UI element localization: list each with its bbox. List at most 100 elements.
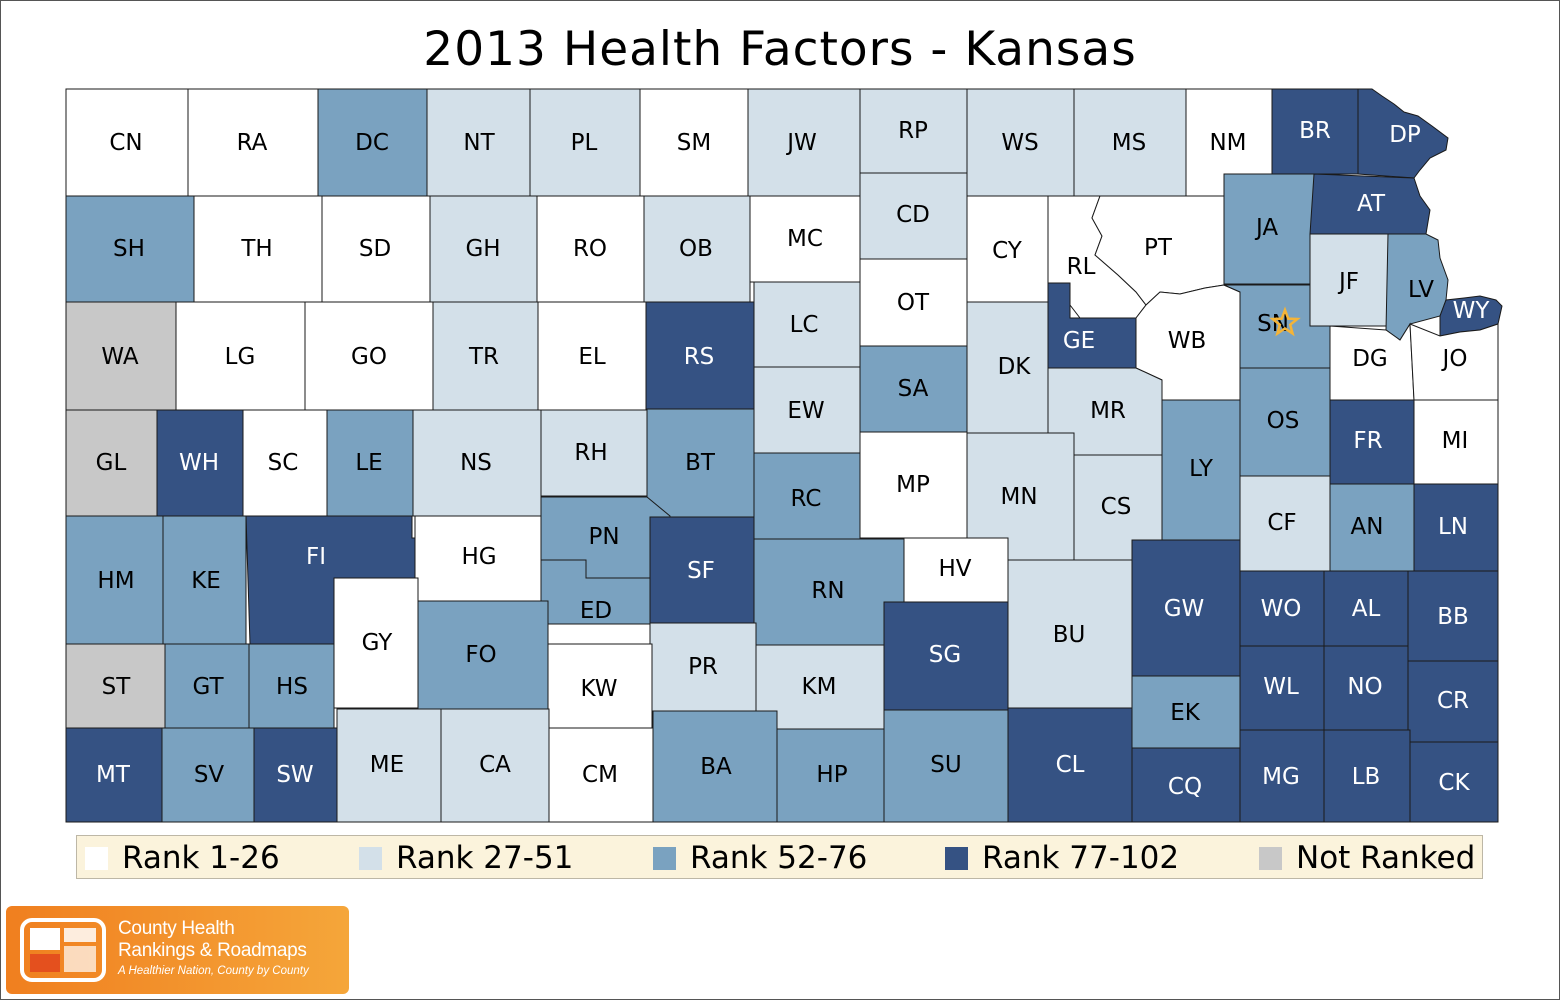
county-mp (859, 431, 968, 539)
county-dc (317, 88, 428, 197)
county-label-sm: SM (677, 130, 711, 156)
map-title: 2013 Health Factors - Kansas (423, 22, 1137, 77)
county-label-mp: MP (896, 472, 930, 498)
county-gt (164, 643, 250, 729)
county-ew (753, 366, 861, 454)
county-label-jo: JO (1441, 346, 1468, 372)
county-sc (242, 409, 328, 517)
county-label-rc: RC (791, 486, 822, 512)
county-label-ed: ED (580, 598, 612, 624)
county-label-fr: FR (1353, 428, 1382, 454)
legend-label: Rank 27-51 (396, 840, 574, 876)
county-lg (175, 301, 306, 411)
county-cd (859, 172, 968, 260)
county-label-hv: HV (938, 556, 971, 582)
county-ra (187, 88, 319, 197)
county-label-bu: BU (1053, 622, 1086, 648)
county-hm (65, 515, 164, 645)
legend: Rank 1-26 Rank 27-51 Rank 52-76 Rank 77-102… (76, 835, 1483, 879)
county-label-jf: JF (1337, 269, 1359, 295)
county-ck (1409, 741, 1499, 823)
county-label-st: ST (102, 674, 132, 700)
county-label-al: AL (1352, 596, 1381, 622)
county-label-sv: SV (194, 762, 225, 788)
county-label-lg: LG (225, 344, 256, 370)
county-mg (1239, 729, 1325, 823)
county-sh (65, 195, 195, 303)
county-label-ob: OB (679, 236, 713, 262)
county-label-hs: HS (276, 674, 308, 700)
legend-swatch (85, 846, 108, 870)
legend-label: Not Ranked (1296, 840, 1476, 876)
county-label-sf: SF (687, 558, 715, 584)
chrr-logo-icon (20, 918, 106, 982)
county-label-sg: SG (929, 642, 961, 668)
county-label-rp: RP (898, 118, 928, 144)
county-label-mt: MT (96, 762, 131, 788)
county-gh (429, 195, 538, 303)
county-cq (1131, 747, 1241, 823)
county-label-at: AT (1357, 191, 1386, 217)
county-label-cn: CN (109, 130, 142, 156)
county-label-gh: GH (465, 236, 500, 262)
legend-swatch (945, 846, 968, 870)
county-label-mg: MG (1262, 764, 1300, 790)
county-gy (333, 577, 419, 709)
county-cm (548, 727, 654, 823)
county-label-gy: GY (362, 630, 394, 656)
county-label-rh: RH (574, 440, 607, 466)
county-label-lc: LC (790, 312, 819, 338)
county-label-pl: PL (571, 130, 598, 156)
county-sf (649, 516, 755, 624)
county-label-nt: NT (463, 130, 495, 156)
county-dk (966, 301, 1049, 434)
county-label-rl: RL (1067, 254, 1096, 280)
county-cn (65, 88, 189, 197)
county-hs (248, 643, 335, 729)
county-label-hg: HG (461, 544, 496, 570)
county-ot (859, 258, 968, 347)
county-label-lv: LV (1408, 277, 1434, 303)
county-label-ck: CK (1438, 770, 1470, 796)
county-label-ro: RO (573, 236, 607, 262)
county-label-br: BR (1299, 118, 1331, 144)
county-bt (646, 408, 755, 518)
county-label-fi: FI (306, 544, 326, 570)
county-rn (753, 538, 905, 646)
county-label-th: TH (240, 236, 272, 262)
county-label-wl: WL (1263, 674, 1299, 700)
county-ba (652, 710, 778, 823)
county-label-me: ME (370, 752, 404, 778)
legend-label: Rank 52-76 (690, 840, 868, 876)
county-label-ca: CA (479, 752, 511, 778)
county-wo (1239, 570, 1325, 647)
county-ws (966, 88, 1075, 197)
county-sw (253, 727, 338, 823)
county-ln (1413, 483, 1499, 572)
county-label-pr: PR (688, 654, 718, 680)
county-ob (643, 195, 751, 303)
county-al (1323, 570, 1409, 647)
county-label-mn: MN (1000, 484, 1037, 510)
county-kw (547, 643, 653, 729)
county-wl (1239, 645, 1325, 731)
county-label-dg: DG (1352, 346, 1388, 372)
county-pr (649, 622, 757, 712)
county-jf (1309, 233, 1389, 327)
county-fr (1329, 399, 1415, 485)
county-label-sd: SD (359, 236, 391, 262)
county-sg (883, 601, 1009, 711)
county-mi (1413, 399, 1499, 485)
county-label-nm: NM (1209, 130, 1246, 156)
county-label-tr: TR (468, 344, 499, 370)
county-label-an: AN (1351, 514, 1384, 540)
county-label-lb: LB (1352, 764, 1381, 790)
county-label-cr: CR (1437, 688, 1469, 714)
county-label-rn: RN (811, 578, 844, 604)
county-label-dc: DC (355, 130, 389, 156)
county-label-ln: LN (1438, 514, 1468, 540)
county-label-gl: GL (96, 450, 127, 476)
county-label-wy: WY (1453, 298, 1491, 324)
county-label-pn: PN (588, 524, 619, 550)
legend-swatch (1259, 846, 1282, 870)
